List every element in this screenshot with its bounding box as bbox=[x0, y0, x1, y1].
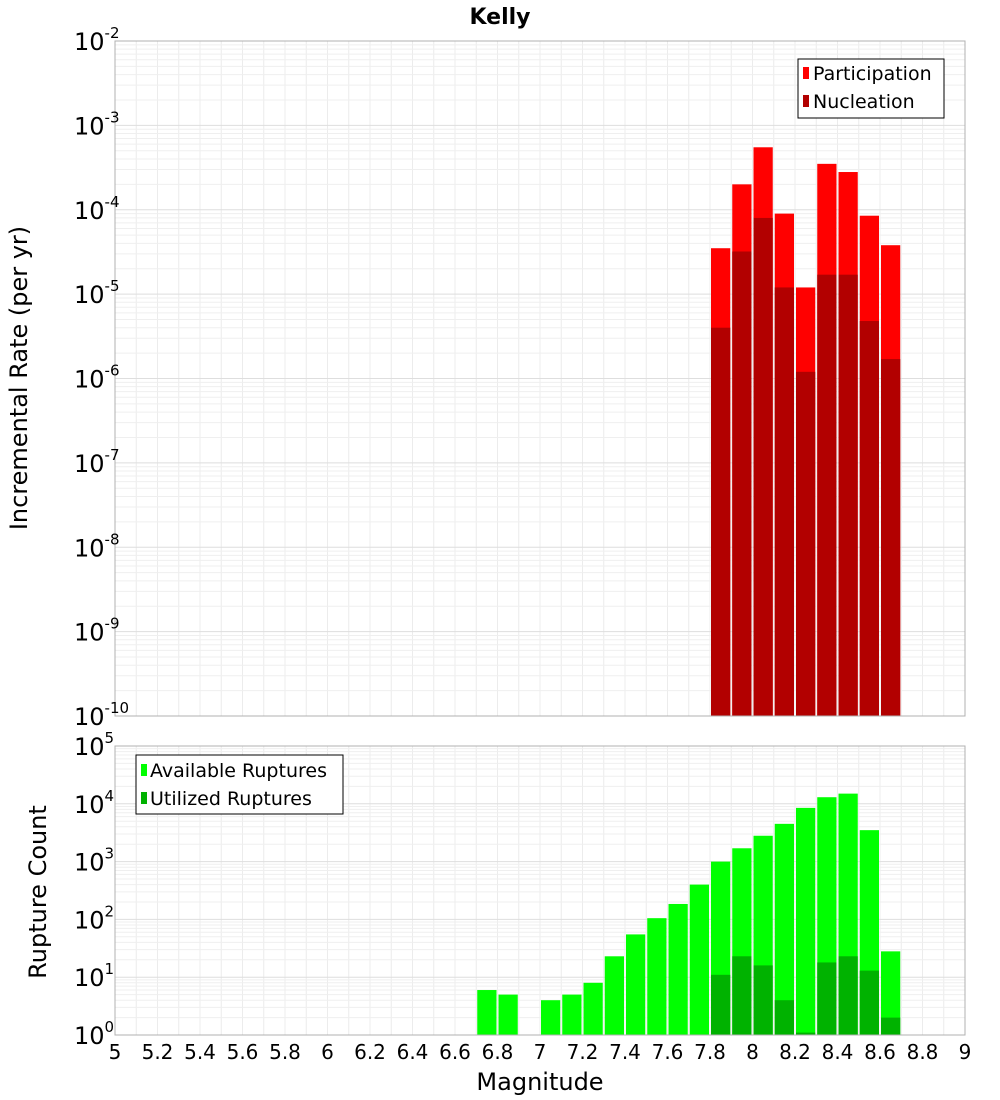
available-ruptures-bar bbox=[647, 918, 667, 1035]
available-ruptures-bar bbox=[477, 990, 497, 1035]
x-tick-label: 5.8 bbox=[269, 1040, 301, 1064]
x-tick-label: 8.2 bbox=[779, 1040, 811, 1064]
utilized-ruptures-bar bbox=[753, 965, 773, 1035]
top-grid bbox=[114, 41, 966, 717]
top-y-tick-labels: 10-10 10-9 10-8 10-7 10-6 10-5 10-4 10-3 10-2 bbox=[74, 24, 129, 731]
nucleation-bar bbox=[881, 359, 901, 716]
nucleation-bar bbox=[753, 217, 773, 716]
y-tick-label: 10-3 bbox=[74, 108, 120, 140]
legend-swatch-nucleation bbox=[803, 95, 809, 107]
x-tick-label: 6.8 bbox=[482, 1040, 514, 1064]
bottom-plot-border bbox=[114, 745, 966, 1036]
available-ruptures-bar bbox=[498, 994, 518, 1035]
bottom-legend: Available Ruptures Utilized Ruptures bbox=[135, 754, 344, 815]
available-ruptures-bar bbox=[583, 982, 603, 1035]
utilized-ruptures-bar bbox=[859, 970, 879, 1035]
x-tick-label: 7 bbox=[534, 1040, 547, 1064]
x-tick-label: 7.2 bbox=[567, 1040, 599, 1064]
utilized-ruptures-bar bbox=[774, 1000, 794, 1035]
y-tick-label: 10-8 bbox=[74, 530, 120, 562]
legend-swatch-available bbox=[141, 764, 147, 776]
y-tick-label: 100 bbox=[74, 1018, 114, 1050]
x-axis-label: Magnitude bbox=[476, 1068, 603, 1096]
x-tick-label: 8.4 bbox=[822, 1040, 854, 1064]
x-tick-label: 6.6 bbox=[439, 1040, 471, 1064]
x-tick-label: 6.4 bbox=[397, 1040, 429, 1064]
top-bars bbox=[711, 147, 901, 717]
y-tick-label: 101 bbox=[74, 960, 114, 992]
x-tick-label: 6 bbox=[321, 1040, 334, 1064]
legend-swatch-utilized bbox=[141, 792, 147, 804]
nucleation-bar bbox=[838, 274, 858, 716]
y-tick-label: 10-6 bbox=[74, 362, 120, 394]
top-y-axis-label: Incremental Rate (per yr) bbox=[5, 226, 33, 530]
y-tick-label: 10-5 bbox=[74, 277, 120, 309]
top-legend: Participation Nucleation bbox=[797, 58, 945, 119]
x-tick-label: 5.6 bbox=[227, 1040, 259, 1064]
nucleation-bar bbox=[711, 327, 731, 716]
x-tick-label: 7.8 bbox=[694, 1040, 726, 1064]
y-tick-label: 104 bbox=[74, 787, 114, 819]
nucleation-bar bbox=[817, 274, 837, 716]
y-tick-label: 103 bbox=[74, 845, 114, 877]
available-ruptures-bar bbox=[796, 807, 816, 1035]
top-plot-border bbox=[114, 40, 966, 717]
bottom-panel: 100 101 102 103 104 105 5 5.2 5.4 5.6 5.8 6 6.2 6.4 6… bbox=[24, 729, 971, 1096]
utilized-ruptures-bar bbox=[796, 1032, 816, 1035]
x-tick-label: 8 bbox=[746, 1040, 759, 1064]
nucleation-bar bbox=[774, 287, 794, 716]
utilized-ruptures-bar bbox=[881, 1017, 901, 1035]
x-tick-label: 6.2 bbox=[354, 1040, 386, 1064]
bottom-y-axis-label: Rupture Count bbox=[24, 805, 52, 979]
x-tick-label: 7.4 bbox=[609, 1040, 641, 1064]
bottom-y-tick-labels: 100 101 102 103 104 105 bbox=[74, 729, 114, 1050]
legend-label-participation: Participation bbox=[813, 63, 932, 85]
x-tick-label: 9 bbox=[959, 1040, 972, 1064]
available-ruptures-bar bbox=[562, 994, 582, 1035]
x-tick-label: 5.2 bbox=[142, 1040, 174, 1064]
y-tick-label: 102 bbox=[74, 902, 114, 934]
x-tick-labels: 5 5.2 5.4 5.6 5.8 6 6.2 6.4 6.6 6.8 7 7.2 7.4 7.6 7.8 8… bbox=[109, 1040, 972, 1064]
available-ruptures-bar bbox=[626, 934, 646, 1035]
available-ruptures-bar bbox=[689, 884, 709, 1035]
bottom-bars bbox=[477, 793, 901, 1035]
nucleation-bar bbox=[732, 251, 752, 716]
available-ruptures-bar bbox=[604, 956, 624, 1035]
x-tick-label: 8.6 bbox=[864, 1040, 896, 1064]
x-tick-label: 5.4 bbox=[184, 1040, 216, 1064]
top-legend-box bbox=[797, 58, 945, 119]
available-ruptures-bar bbox=[774, 823, 794, 1035]
x-tick-label: 8.8 bbox=[907, 1040, 939, 1064]
y-tick-label: 10-9 bbox=[74, 615, 120, 647]
nucleation-bar bbox=[859, 321, 879, 716]
y-tick-label: 10-2 bbox=[74, 24, 120, 56]
y-tick-label: 10-4 bbox=[74, 193, 120, 225]
y-tick-label: 10-10 bbox=[74, 699, 129, 731]
nucleation-bar bbox=[796, 371, 816, 716]
utilized-ruptures-bar bbox=[817, 962, 837, 1035]
legend-label-utilized: Utilized Ruptures bbox=[150, 788, 312, 810]
legend-label-nucleation: Nucleation bbox=[813, 91, 915, 113]
available-ruptures-bar bbox=[541, 1000, 561, 1035]
legend-label-available: Available Ruptures bbox=[150, 760, 327, 782]
utilized-ruptures-bar bbox=[711, 974, 731, 1035]
utilized-ruptures-bar bbox=[732, 956, 752, 1035]
available-ruptures-bar bbox=[881, 951, 901, 1035]
legend-swatch-participation bbox=[803, 67, 809, 79]
utilized-ruptures-bar bbox=[838, 956, 858, 1035]
top-panel: 10-10 10-9 10-8 10-7 10-6 10-5 10-4 10-3 10-2 In… bbox=[5, 24, 966, 731]
x-tick-label: 7.6 bbox=[652, 1040, 684, 1064]
bottom-legend-box bbox=[135, 754, 344, 815]
x-tick-label: 5 bbox=[109, 1040, 122, 1064]
y-tick-label: 10-7 bbox=[74, 446, 120, 478]
chart-title: Kelly bbox=[469, 5, 530, 30]
available-ruptures-bar bbox=[668, 903, 688, 1035]
y-tick-label: 105 bbox=[74, 729, 114, 761]
